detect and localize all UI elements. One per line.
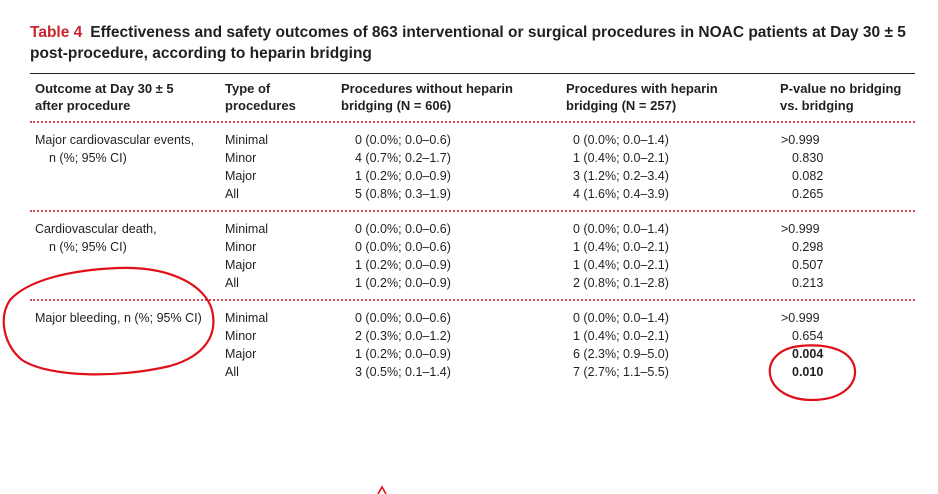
- type-cell: Minor: [225, 240, 257, 254]
- pvalue-cell: 0.507: [792, 258, 824, 272]
- pvalue-cell: >0.999: [781, 222, 820, 236]
- without-cell: 1 (0.2%; 0.0–0.9): [355, 258, 451, 272]
- without-cell: 0 (0.0%; 0.0–0.6): [355, 222, 451, 236]
- type-cell: All: [225, 365, 239, 379]
- without-cell: 3 (0.5%; 0.1–1.4): [355, 365, 451, 379]
- with-cell: 1 (0.4%; 0.0–2.1): [573, 151, 669, 165]
- header-type: Type of procedures: [225, 81, 296, 113]
- type-cell: Minimal: [225, 311, 269, 325]
- without-cell: 2 (0.3%; 0.0–1.2): [355, 329, 451, 343]
- header-divider: [30, 121, 915, 123]
- table-title: Table 4 Effectiveness and safety outcomes…: [30, 22, 920, 64]
- group-divider: [30, 210, 915, 212]
- pvalue-cell: 0.265: [792, 187, 824, 201]
- table-caption: Effectiveness and safety outcomes of 863…: [30, 24, 906, 62]
- without-cell: 0 (0.0%; 0.0–0.6): [355, 311, 451, 325]
- pvalue-cell: 0.298: [792, 240, 824, 254]
- header-pvalue: P-value no bridging vs. bridging: [780, 81, 902, 113]
- without-cell: 5 (0.8%; 0.3–1.9): [355, 187, 451, 201]
- with-cell: 0 (0.0%; 0.0–1.4): [573, 311, 669, 325]
- outcome-major-cardiovascular-events: Major cardiovascular events, n (%; 95% C…: [35, 133, 195, 165]
- stray-pen-mark: [377, 485, 387, 494]
- type-cell: All: [225, 187, 239, 201]
- pvalue-cell: 0.830: [792, 151, 824, 165]
- type-cell: All: [225, 276, 239, 290]
- pvalue-cell-significant: 0.010: [792, 365, 824, 379]
- with-cell: 6 (2.3%; 0.9–5.0): [573, 347, 669, 361]
- type-cell: Minor: [225, 329, 257, 343]
- type-cell: Minor: [225, 151, 257, 165]
- with-cell: 0 (0.0%; 0.0–1.4): [573, 222, 669, 236]
- with-cell: 1 (0.4%; 0.0–2.1): [573, 240, 669, 254]
- pvalue-cell: >0.999: [781, 133, 820, 147]
- table-label: Table 4: [30, 24, 83, 41]
- pvalue-cell-significant: 0.004: [792, 347, 824, 361]
- without-cell: 4 (0.7%; 0.2–1.7): [355, 151, 451, 165]
- with-cell: 4 (1.6%; 0.4–3.9): [573, 187, 669, 201]
- without-cell: 1 (0.2%; 0.0–0.9): [355, 276, 451, 290]
- top-rule: [30, 73, 915, 74]
- without-cell: 1 (0.2%; 0.0–0.9): [355, 169, 451, 183]
- header-without-bridging: Procedures without heparin bridging (N =…: [341, 81, 513, 113]
- type-cell: Minimal: [225, 222, 269, 236]
- without-cell: 1 (0.2%; 0.0–0.9): [355, 347, 451, 361]
- type-cell: Major: [225, 347, 257, 361]
- header-with-bridging: Procedures with heparin bridging (N = 25…: [566, 81, 718, 113]
- type-cell: Major: [225, 258, 257, 272]
- type-cell: Major: [225, 169, 257, 183]
- without-cell: 0 (0.0%; 0.0–0.6): [355, 133, 451, 147]
- pvalue-cell: 0.654: [792, 329, 824, 343]
- with-cell: 2 (0.8%; 0.1–2.8): [573, 276, 669, 290]
- group-divider: [30, 299, 915, 301]
- without-cell: 0 (0.0%; 0.0–0.6): [355, 240, 451, 254]
- type-cell: Minimal: [225, 133, 269, 147]
- pvalue-cell: >0.999: [781, 311, 820, 325]
- pvalue-cell: 0.213: [792, 276, 824, 290]
- with-cell: 0 (0.0%; 0.0–1.4): [573, 133, 669, 147]
- outcome-major-bleeding: Major bleeding, n (%; 95% CI): [35, 311, 202, 325]
- with-cell: 1 (0.4%; 0.0–2.1): [573, 258, 669, 272]
- with-cell: 3 (1.2%; 0.2–3.4): [573, 169, 669, 183]
- with-cell: 1 (0.4%; 0.0–2.1): [573, 329, 669, 343]
- outcome-cardiovascular-death: Cardiovascular death, n (%; 95% CI): [35, 222, 157, 254]
- pvalue-cell: 0.082: [792, 169, 824, 183]
- with-cell: 7 (2.7%; 1.1–5.5): [573, 365, 669, 379]
- header-outcome: Outcome at Day 30 ± 5 after procedure: [35, 81, 174, 113]
